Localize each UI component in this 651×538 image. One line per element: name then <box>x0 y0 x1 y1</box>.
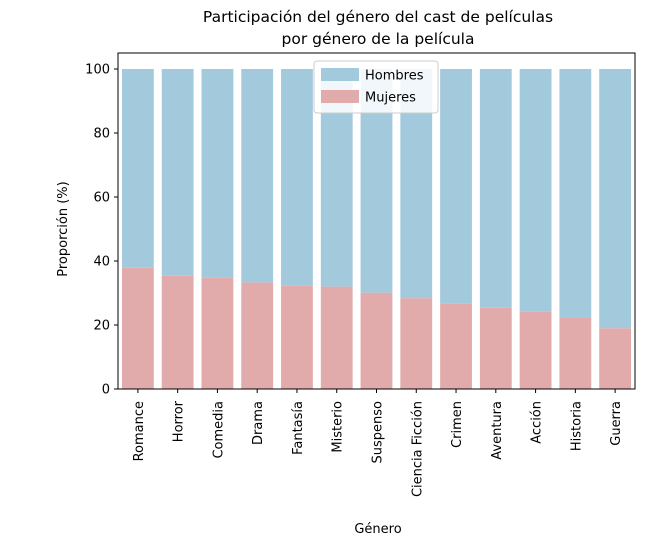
y-tick-label: 60 <box>93 191 110 206</box>
x-tick-label: Romance <box>132 401 147 461</box>
x-tick-label: Suspenso <box>371 401 386 464</box>
chart-title-line-1: Participación del género del cast de pel… <box>203 8 553 26</box>
legend-label-hombres: Hombres <box>365 69 424 84</box>
x-tick-label: Historia <box>569 401 584 451</box>
bar-hombres-8 <box>440 69 472 304</box>
bar-hombres-12 <box>599 69 632 329</box>
chart-title-line-2: por género de la película <box>282 30 475 48</box>
bar-mujeres-5 <box>320 286 353 389</box>
x-tick-label: Ciencia Ficción <box>410 401 425 497</box>
x-tick-label: Misterio <box>331 401 346 453</box>
bar-hombres-0 <box>121 69 154 268</box>
bars-group <box>121 69 632 389</box>
x-tick-label: Comedia <box>211 401 226 459</box>
legend: Hombres Mujeres <box>313 60 439 114</box>
bar-hombres-2 <box>201 69 234 278</box>
x-tick-label: Horror <box>172 400 187 442</box>
bar-mujeres-9 <box>479 307 512 389</box>
legend-swatch-mujeres <box>321 90 359 103</box>
y-tick-label: 100 <box>85 63 110 78</box>
y-tick-label: 0 <box>102 383 110 398</box>
y-tick-label: 80 <box>93 127 110 142</box>
x-tick-label: Aventura <box>490 401 505 460</box>
axes-group: Romance Horror Comedia Drama Fantasía Misteri… <box>85 52 636 497</box>
legend-label-mujeres: Mujeres <box>365 91 416 106</box>
y-axis-title: Proporción (%) <box>56 181 71 276</box>
x-tick-label: Guerra <box>609 401 624 446</box>
bar-mujeres-11 <box>559 317 592 389</box>
bar-hombres-9 <box>479 69 512 308</box>
chart-title: Participación del género del cast de pel… <box>203 8 553 48</box>
bar-mujeres-2 <box>201 277 234 389</box>
bar-mujeres-4 <box>281 285 313 389</box>
legend-swatch-hombres <box>321 68 359 81</box>
x-tick-label: Crimen <box>450 401 465 448</box>
bar-hombres-4 <box>281 69 313 286</box>
bar-mujeres-6 <box>360 292 393 389</box>
bar-hombres-11 <box>559 69 592 318</box>
bar-hombres-3 <box>241 69 274 283</box>
x-tick-label: Acción <box>530 401 545 444</box>
y-tick-label: 20 <box>93 319 110 334</box>
x-axis-title: Género <box>354 522 401 537</box>
bar-mujeres-0 <box>121 267 154 389</box>
bar-hombres-10 <box>519 69 552 312</box>
y-tick-label: 40 <box>93 255 110 270</box>
bar-mujeres-12 <box>599 328 632 389</box>
bar-hombres-1 <box>161 69 194 276</box>
bar-mujeres-8 <box>440 303 472 389</box>
bar-mujeres-3 <box>241 282 274 389</box>
bar-mujeres-7 <box>400 298 433 389</box>
plot-frame <box>117 52 636 390</box>
bar-mujeres-1 <box>161 275 194 389</box>
x-tick-label: Drama <box>251 401 266 445</box>
bar-mujeres-10 <box>519 311 552 389</box>
x-tick-label: Fantasía <box>291 401 306 455</box>
